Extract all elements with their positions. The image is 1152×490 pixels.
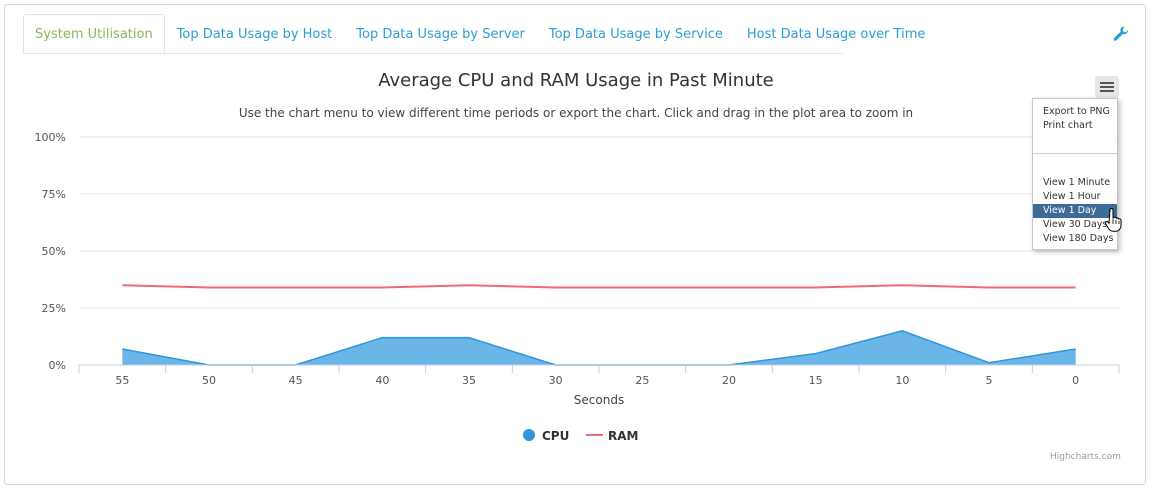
x-tick-label: 50 [202,374,216,387]
chart-subtitle: Use the chart menu to view different tim… [238,106,914,120]
hand-cursor-icon [1104,208,1122,234]
x-tick-label: 55 [115,374,129,387]
tab-bar: System Utilisation Top Data Usage by Hos… [23,14,937,54]
tab-system-utilisation[interactable]: System Utilisation [23,14,165,54]
legend-ram-label[interactable]: RAM [608,429,638,443]
x-tick-label: 40 [375,374,389,387]
ram-series-line [122,284,1076,289]
x-tick-label: 30 [549,374,563,387]
x-tick-label: 0 [1072,374,1079,387]
x-tick-label: 25 [635,374,649,387]
chart-context-menu: Export to PNG Print chart View 1 Minute … [1032,98,1118,250]
menu-separator [1033,153,1117,154]
x-tick-label: 20 [722,374,736,387]
y-tick-label: 50% [42,245,66,258]
tab-divider [23,53,843,54]
legend-cpu-label[interactable]: CPU [542,429,569,443]
menu-view-30-days[interactable]: View 30 Days [1043,219,1108,230]
chart-title: Average CPU and RAM Usage in Past Minute [378,70,774,91]
hamburger-menu-icon[interactable] [1095,76,1119,98]
x-tick-label: 35 [462,374,476,387]
menu-view-1-minute[interactable]: View 1 Minute [1043,177,1111,188]
tab-host-data-usage-over-time[interactable]: Host Data Usage over Time [746,27,926,42]
x-tick-label: 10 [895,374,909,387]
legend-cpu-symbol [523,429,535,441]
x-tick-label: 5 [986,374,993,387]
tab-top-data-usage-by-server[interactable]: Top Data Usage by Server [356,27,525,42]
chart-panel [4,4,1146,485]
cpu-area [122,330,1076,365]
y-tick-label: 25% [42,302,66,315]
y-tick-label: 100% [35,131,66,144]
wrench-icon[interactable] [1111,24,1131,44]
highcharts-credits-link[interactable]: Highcharts.com [1050,452,1121,462]
menu-export-png[interactable]: Export to PNG [1043,106,1110,117]
menu-view-1-day[interactable]: View 1 Day [1033,204,1117,218]
menu-print-chart[interactable]: Print chart [1043,120,1093,131]
menu-view-180-days[interactable]: View 180 Days [1043,233,1114,244]
chart-legend[interactable]: CPU RAM [523,429,638,443]
x-tick-label: 15 [809,374,823,387]
tab-top-data-usage-by-service[interactable]: Top Data Usage by Service [548,27,723,42]
y-tick-label: 75% [42,188,66,201]
tab-top-data-usage-by-host[interactable]: Top Data Usage by Host [176,27,333,42]
y-tick-label: 0% [49,359,66,372]
x-tick-label: 45 [289,374,303,387]
menu-view-1-hour[interactable]: View 1 Hour [1043,191,1101,202]
x-axis-title: Seconds [574,393,624,407]
